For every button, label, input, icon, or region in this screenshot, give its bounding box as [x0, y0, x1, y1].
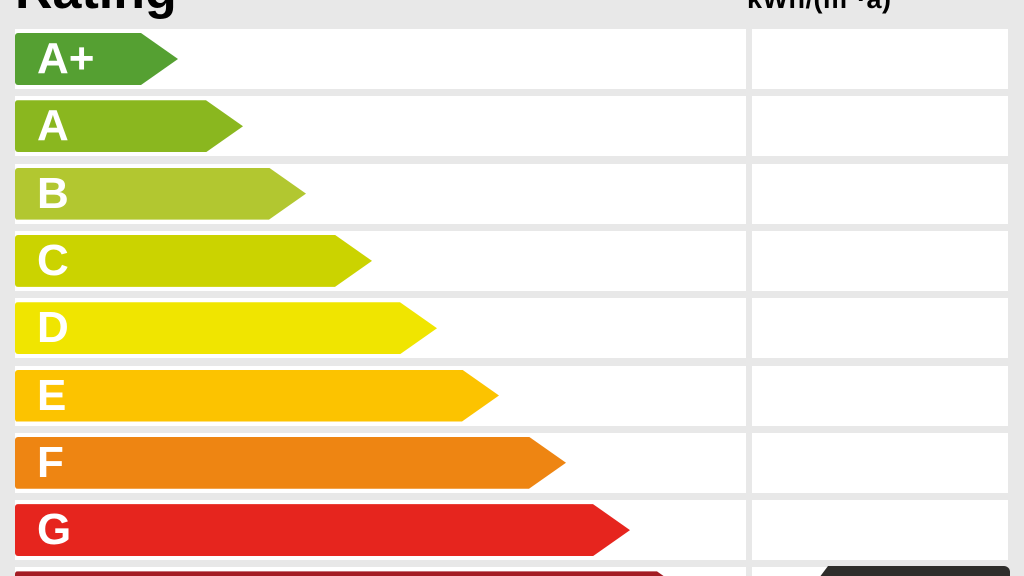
- rating-row: E: [0, 365, 1024, 426]
- rating-letter: C: [37, 235, 69, 285]
- rating-row: A: [0, 96, 1024, 157]
- value-cell: [752, 500, 1008, 561]
- rating-arrow: E: [15, 370, 499, 422]
- rating-row-band: A: [15, 96, 746, 157]
- rating-row-band: C: [15, 230, 746, 291]
- rating-row-band: E: [15, 365, 746, 426]
- value-cell: [752, 432, 1008, 493]
- rating-row-band: G: [15, 500, 746, 561]
- value-cell: [752, 29, 1008, 89]
- rating-letter: E: [37, 370, 67, 420]
- chart-title: Rating: [15, 0, 177, 21]
- rating-row: A+: [0, 29, 1024, 89]
- rating-letter: G: [37, 505, 72, 555]
- rating-row: F: [0, 432, 1024, 493]
- rating-row-band: A+: [15, 29, 746, 89]
- rating-letter: H: [15, 571, 694, 576]
- value-indicator-badge: [798, 566, 1010, 576]
- value-cell: [752, 230, 1008, 291]
- rating-row-band: D: [15, 298, 746, 359]
- rating-letter: A: [37, 101, 69, 151]
- rating-arrow: G: [15, 504, 630, 556]
- rating-arrow: F: [15, 437, 566, 489]
- rating-letter: D: [37, 303, 69, 353]
- rating-row-band: F: [15, 432, 746, 493]
- rating-arrow: A: [15, 100, 243, 152]
- rating-row: G: [0, 500, 1024, 561]
- rating-arrow: D: [15, 302, 437, 354]
- value-cell: [752, 163, 1008, 224]
- value-cell: [752, 96, 1008, 157]
- rating-row: D: [0, 298, 1024, 359]
- rating-row-band: H: [15, 567, 746, 576]
- rating-row: B: [0, 163, 1024, 224]
- rating-letter: F: [37, 437, 64, 487]
- value-cell: [752, 298, 1008, 359]
- unit-label: kWh/(m²·a): [747, 0, 891, 15]
- rating-arrow: A+: [15, 33, 178, 85]
- rating-letter: B: [37, 168, 69, 218]
- rating-row: C: [0, 230, 1024, 291]
- value-cell: [752, 365, 1008, 426]
- rating-row-band: B: [15, 163, 746, 224]
- rating-arrow: C: [15, 235, 372, 287]
- rating-arrow: H: [15, 571, 694, 576]
- rating-letter: A+: [37, 34, 95, 83]
- rating-arrow: B: [15, 168, 306, 220]
